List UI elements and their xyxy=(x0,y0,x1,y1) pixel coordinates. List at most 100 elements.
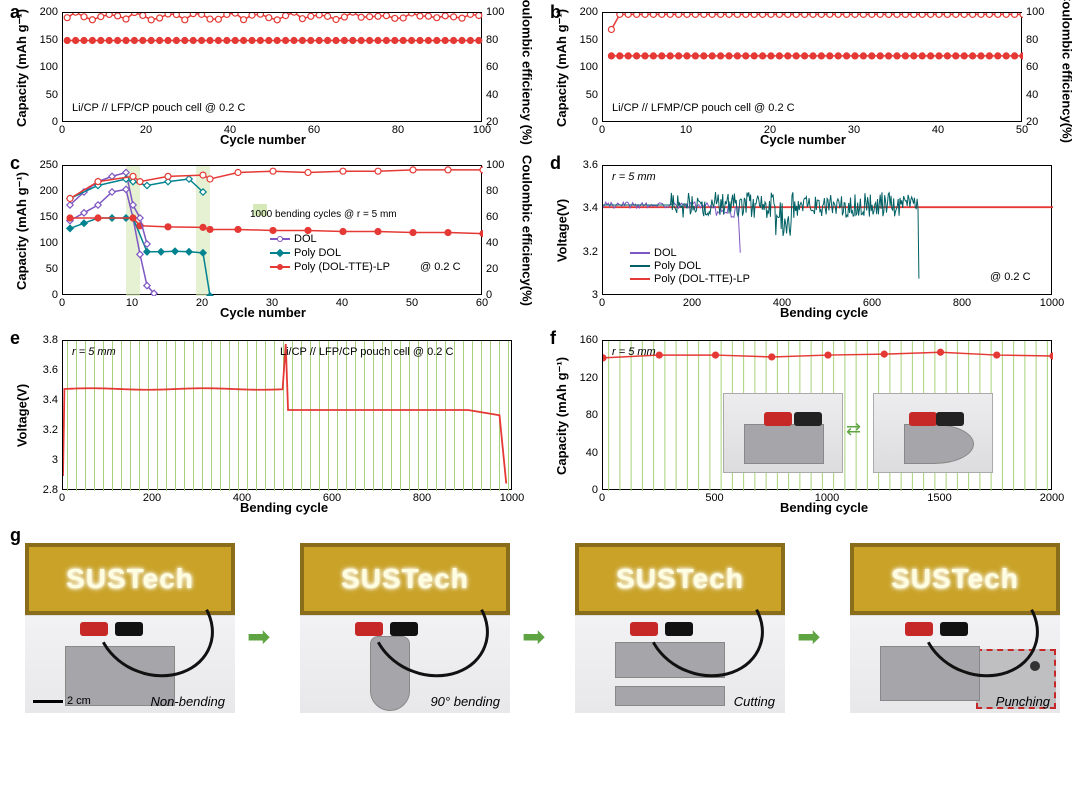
panel-b: b Capacity (mAh g⁻¹) Coulombic efficienc… xyxy=(540,0,1080,150)
anno-a: Li/CP // LFP/CP pouch cell @ 0.2 C xyxy=(72,102,245,114)
ytick: 3.2 xyxy=(34,424,58,436)
xtick: 0 xyxy=(59,124,65,136)
ytick: 3.8 xyxy=(34,334,58,346)
panel-d: d Voltage(V) Bending cycle r = 5 mm @ 0.… xyxy=(540,153,1080,323)
ytick: 250 xyxy=(34,159,58,171)
xtick: 0 xyxy=(599,492,605,504)
anno-d-r: r = 5 mm xyxy=(612,171,656,183)
panel-e-label: e xyxy=(10,328,20,349)
xtick: 500 xyxy=(705,492,723,504)
ytick: 40 xyxy=(486,237,510,249)
panel-b-label: b xyxy=(550,2,561,23)
ytick: 20 xyxy=(486,263,510,275)
anno-e-right: Li/CP // LFP/CP pouch cell @ 0.2 C xyxy=(280,346,453,358)
ytick: 50 xyxy=(34,89,58,101)
xtick: 50 xyxy=(406,297,418,309)
legend-d-polyltte-label: Poly (DOL-TTE)-LP xyxy=(654,273,750,285)
panel-g: g SUSTechNon-bending2 cm➡SUSTech90° bend… xyxy=(0,525,1080,785)
ytick: 40 xyxy=(1026,89,1050,101)
ytick: 0 xyxy=(34,289,58,301)
ytick: 50 xyxy=(34,263,58,275)
xtick: 400 xyxy=(233,492,251,504)
anno-e-left: r = 5 mm xyxy=(72,346,116,358)
photo-caption: 90° bending xyxy=(430,694,500,709)
panel-a-label: a xyxy=(10,2,20,23)
xtick: 30 xyxy=(848,124,860,136)
xlabel-d: Bending cycle xyxy=(780,305,868,320)
legend-c-polydol: Poly DOL xyxy=(270,247,341,259)
ytick: 200 xyxy=(574,6,598,18)
panel-c-label: c xyxy=(10,153,20,174)
ytick: 60 xyxy=(1026,61,1050,73)
ytick: 3.4 xyxy=(574,202,598,214)
ytick: 100 xyxy=(486,6,510,18)
ylabel-b-right: Coulombic efficiency(%) xyxy=(1060,0,1075,153)
anno-c-rate: @ 0.2 C xyxy=(420,261,461,273)
cell-photo: Punching xyxy=(850,615,1060,713)
ytick: 80 xyxy=(574,409,598,421)
ytick: 3.6 xyxy=(574,159,598,171)
inset-photo-bent xyxy=(873,393,993,473)
photo-3: SUSTechPunching xyxy=(850,543,1060,713)
panel-e: e Voltage(V) Bending cycle r = 5 mm Li/C… xyxy=(0,328,540,518)
photo-caption: Cutting xyxy=(734,694,775,709)
legend-d-dol-label: DOL xyxy=(654,247,677,259)
ytick: 100 xyxy=(486,159,510,171)
xtick: 40 xyxy=(336,297,348,309)
ytick: 80 xyxy=(486,185,510,197)
ylabel-c-right: Coulombic efficiency(%) xyxy=(520,146,535,316)
inset-photo-flat xyxy=(723,393,843,473)
ytick: 3 xyxy=(574,289,598,301)
ylabel-a-right: Coulombic efficiency (%) xyxy=(520,0,535,153)
anno-c-band: 1000 bending cycles @ r = 5 mm xyxy=(250,209,397,220)
xtick: 40 xyxy=(224,124,236,136)
anno-d-rate: @ 0.2 C xyxy=(990,271,1031,283)
photo-2: SUSTechCutting xyxy=(575,543,785,713)
ytick: 150 xyxy=(34,211,58,223)
xtick: 0 xyxy=(59,492,65,504)
legend-d-polydol: Poly DOL xyxy=(630,260,701,272)
ytick: 0 xyxy=(574,484,598,496)
xtick: 20 xyxy=(140,124,152,136)
panel-c: c Capacity (mAh g⁻¹) Coulombic efficienc… xyxy=(0,153,540,323)
legend-c-polydol-label: Poly DOL xyxy=(294,247,341,259)
ytick: 2.8 xyxy=(34,484,58,496)
panel-a: a Capacity (mAh g⁻¹) Coulombic efficienc… xyxy=(0,0,540,150)
ytick: 60 xyxy=(486,211,510,223)
xlabel-e: Bending cycle xyxy=(240,500,328,515)
ylabel-e: Voltage(V) xyxy=(15,366,30,466)
scale-bar: 2 cm xyxy=(33,695,91,707)
xtick: 600 xyxy=(863,297,881,309)
legend-d-polyltte: Poly (DOL-TTE)-LP xyxy=(630,273,750,285)
legend-d-dol: DOL xyxy=(630,247,677,259)
xtick: 40 xyxy=(932,124,944,136)
ytick: 200 xyxy=(34,6,58,18)
photo-1: SUSTech90° bending xyxy=(300,543,510,713)
legend-c-dol: DOL xyxy=(270,233,317,245)
ytick: 60 xyxy=(486,61,510,73)
panel-f: f ⇄ Capacity (mAh g⁻¹) Bending cycle r =… xyxy=(540,328,1080,518)
xtick: 0 xyxy=(599,124,605,136)
panel-f-label: f xyxy=(550,328,556,349)
ytick: 3.4 xyxy=(34,394,58,406)
ytick: 150 xyxy=(34,34,58,46)
ytick: 0 xyxy=(34,116,58,128)
ylabel-d: Voltage(V) xyxy=(555,181,570,281)
ytick: 200 xyxy=(34,185,58,197)
chart-f: ⇄ xyxy=(602,340,1052,490)
ytick: 0 xyxy=(574,116,598,128)
ytick: 80 xyxy=(1026,34,1050,46)
ytick: 100 xyxy=(574,61,598,73)
anno-f: r = 5 mm xyxy=(612,346,656,358)
panel-g-label: g xyxy=(10,525,21,546)
cell-photo: Non-bending2 cm xyxy=(25,615,235,713)
ytick: 40 xyxy=(574,447,598,459)
ytick: 120 xyxy=(574,372,598,384)
xtick: 1000 xyxy=(500,492,524,504)
chart-e xyxy=(62,340,512,490)
xtick: 600 xyxy=(323,492,341,504)
xtick: 1500 xyxy=(927,492,951,504)
legend-d-polydol-label: Poly DOL xyxy=(654,260,701,272)
arrow-icon: ➡ xyxy=(797,620,820,653)
xtick: 20 xyxy=(764,124,776,136)
